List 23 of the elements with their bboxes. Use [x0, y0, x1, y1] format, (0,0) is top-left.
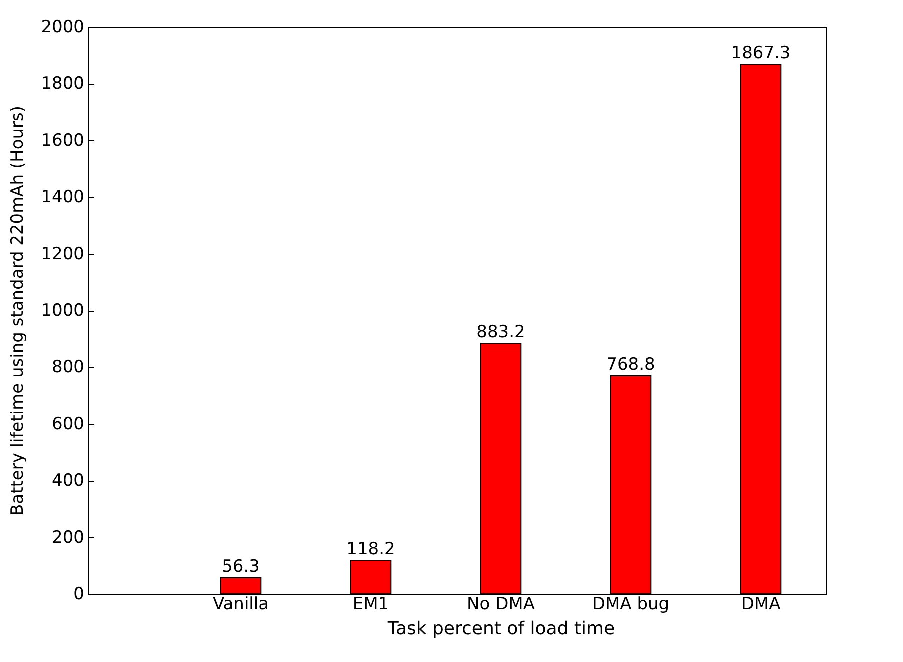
x-tick-label: No DMA	[467, 594, 536, 614]
y-tick-label: 0	[74, 584, 84, 604]
data-label: 118.2	[346, 539, 396, 560]
x-tick-label: DMA	[741, 594, 782, 614]
y-axis-title: Battery lifetime using standard 220mAh (Hours)	[8, 106, 28, 516]
data-label: 56.3	[222, 557, 260, 578]
y-tick-label: 600	[52, 414, 84, 434]
y-tick-label: 1200	[41, 244, 84, 264]
x-tick-label: DMA bug	[592, 594, 670, 614]
data-label: 768.8	[606, 355, 656, 376]
data-label: 1867.3	[731, 44, 791, 64]
y-tick-label: 1400	[41, 188, 84, 208]
y-tick-label: 1800	[41, 74, 84, 94]
data-label: 883.2	[476, 322, 526, 343]
y-tick-label: 200	[52, 528, 84, 548]
x-axis-title: Task percent of load time	[386, 618, 616, 640]
y-tick-label: 400	[52, 471, 84, 492]
y-tick-label: 1000	[41, 301, 84, 321]
y-tick-label: 2000	[41, 18, 84, 38]
y-tick-label: 1600	[41, 130, 84, 151]
y-tick-label: 800	[52, 358, 84, 378]
x-tick-label: Vanilla	[212, 594, 270, 614]
x-tick-label: EM1	[352, 594, 390, 614]
